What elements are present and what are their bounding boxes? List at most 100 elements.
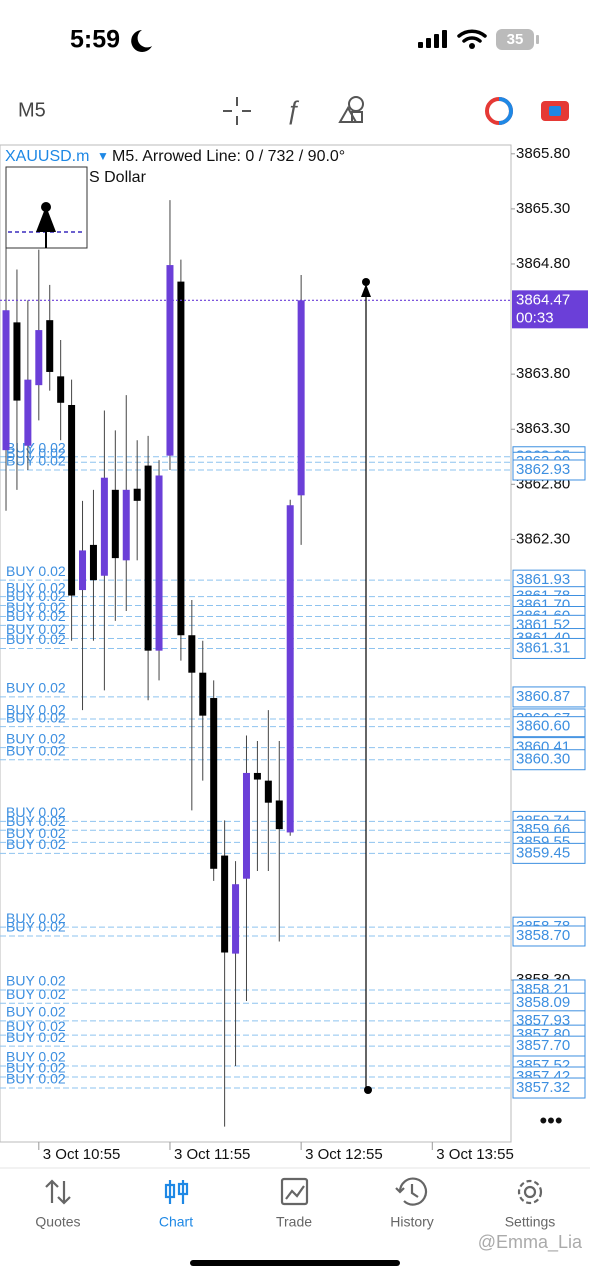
order-label: BUY 0.02 (6, 680, 66, 696)
order-price-box (512, 716, 586, 738)
tab-label[interactable]: Settings (505, 1214, 556, 1230)
y-tick-label: 3863.30 (516, 420, 570, 437)
candle-body (68, 404, 76, 596)
candle-body (242, 772, 250, 879)
chart-icon[interactable] (164, 1180, 189, 1204)
y-tick-label: 3865.30 (516, 200, 570, 217)
candle-body (210, 698, 218, 869)
candle-body (264, 780, 272, 803)
order-price-label: 3858.70 (516, 927, 570, 944)
candle-body (221, 855, 229, 953)
order-label: BUY 0.02 (6, 973, 66, 989)
battery-level: 35 (507, 31, 524, 48)
order-label: BUY 0.02 (6, 986, 66, 1002)
candle-body (188, 635, 196, 673)
arrowed-line-end (364, 1086, 372, 1094)
trade-icon[interactable] (280, 1177, 309, 1206)
candle-body (133, 488, 141, 501)
order-label: BUY 0.02 (6, 621, 66, 637)
candle-body (24, 379, 32, 446)
home-indicator (190, 1260, 400, 1266)
candle-body (275, 800, 283, 830)
crosshair-button[interactable] (223, 97, 251, 125)
order-price-box (512, 686, 586, 708)
order-label: BUY 0.02 (6, 1049, 66, 1065)
order-label: BUY 0.02 (6, 439, 66, 455)
tab-label[interactable]: Quotes (35, 1214, 80, 1230)
quotes-icon[interactable] (45, 1179, 71, 1205)
objects-button[interactable] (338, 96, 364, 123)
plot-frame (0, 144, 512, 1143)
x-tick-label: 3 Oct 11:55 (174, 1146, 250, 1163)
y-tick-label: 3865.80 (516, 145, 570, 162)
order-price-label: 3858.09 (516, 994, 570, 1011)
candle-body (232, 884, 240, 954)
battery (496, 29, 534, 50)
y-tick-label: 3862.30 (516, 530, 570, 547)
order-label: BUY 0.02 (6, 1004, 66, 1020)
candle-body (297, 300, 305, 496)
order-price-box (512, 637, 586, 659)
candle-body (100, 477, 108, 576)
countdown: 00:33 (516, 309, 554, 326)
order-price-label: 3857.32 (516, 1079, 570, 1096)
tab-icons (45, 1177, 543, 1206)
timeframe-button[interactable]: M5 (18, 99, 46, 121)
indicators-button[interactable]: ƒ (286, 95, 300, 125)
x-tick-label: 3 Oct 13:55 (436, 1146, 514, 1163)
order-price-box (512, 1077, 586, 1099)
order-label: BUY 0.02 (6, 445, 66, 461)
current-price-box (512, 290, 588, 329)
candle-body (177, 281, 185, 636)
object-preview (5, 166, 88, 249)
chart-description: S Dollar (89, 169, 147, 186)
settings-icon[interactable] (517, 1179, 543, 1205)
order-price-box (512, 925, 586, 947)
tab-label[interactable]: History (390, 1214, 434, 1230)
order-label: BUY 0.02 (6, 1029, 66, 1045)
candle-body (89, 544, 97, 581)
order-price-label: 3860.30 (516, 751, 570, 768)
trade-button[interactable] (541, 101, 569, 121)
history-icon[interactable] (395, 1177, 428, 1206)
wifi-icon (457, 29, 487, 43)
wifi-dot (469, 43, 475, 49)
candle-body (286, 505, 294, 833)
order-label: BUY 0.02 (6, 813, 66, 829)
battery-tip (536, 35, 539, 44)
order-label: BUY 0.02 (6, 453, 66, 469)
order-label: BUY 0.02 (6, 1018, 66, 1034)
account-button[interactable] (485, 97, 513, 125)
order-price-box (512, 749, 586, 771)
order-label: BUY 0.02 (6, 563, 66, 579)
tab-label[interactable]: Chart (159, 1214, 193, 1230)
order-label: BUY 0.02 (6, 836, 66, 852)
order-price-label: 3857.93 (516, 1012, 570, 1029)
more-button[interactable]: ••• (539, 1108, 562, 1133)
order-label: BUY 0.02 (6, 608, 66, 624)
candle-body (79, 550, 87, 591)
chart-info: M5. Arrowed Line: 0 / 732 / 90.0° (112, 148, 345, 165)
y-tick-label: 3863.80 (516, 365, 570, 382)
status-time: 5:59 (70, 26, 120, 54)
order-price-label: 3859.45 (516, 844, 570, 861)
symbol[interactable]: XAUUSD.m (5, 148, 89, 165)
symbol-dropdown[interactable]: ▼ (97, 149, 109, 163)
order-label: BUY 0.02 (6, 730, 66, 746)
current-price-label: 3864.47 (516, 291, 570, 308)
candle-body (2, 310, 10, 451)
order-label: BUY 0.02 (6, 579, 66, 595)
order-price-label: 3860.60 (516, 718, 570, 735)
order-label: BUY 0.02 (6, 709, 66, 725)
order-label: BUY 0.02 (6, 919, 66, 935)
tab-label[interactable]: Trade (276, 1214, 312, 1230)
order-label: BUY 0.02 (6, 804, 66, 820)
candle-body (57, 376, 65, 403)
arrowed-line-head (361, 284, 371, 297)
candle-body (122, 489, 130, 561)
order-label: BUY 0.02 (6, 1071, 66, 1087)
